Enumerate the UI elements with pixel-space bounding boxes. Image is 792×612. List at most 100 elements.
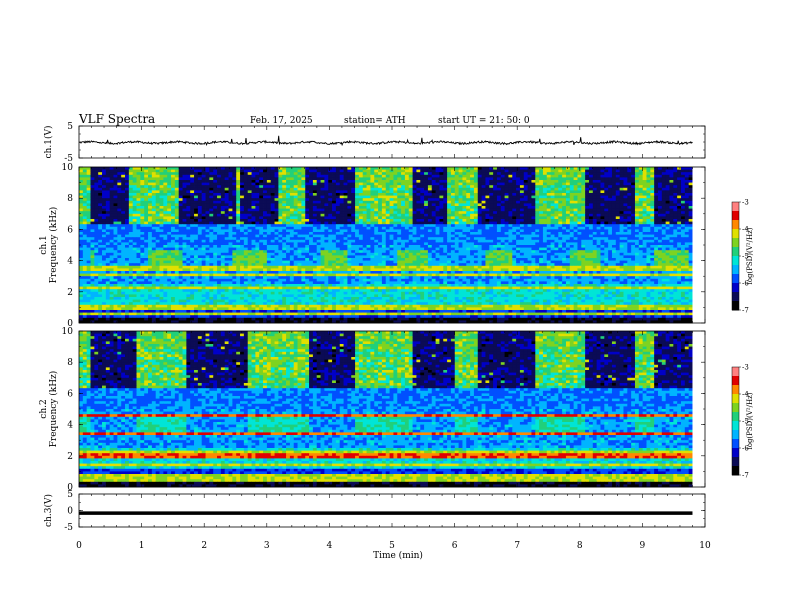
spectrogram-cell bbox=[447, 190, 452, 194]
spectrogram-cell bbox=[140, 174, 145, 178]
spectrogram-cell bbox=[657, 239, 663, 243]
spectrogram-cell bbox=[293, 226, 298, 230]
spectrogram-cell bbox=[378, 237, 383, 241]
spectrogram-cell bbox=[217, 206, 222, 209]
spectrogram-cell bbox=[370, 242, 375, 246]
spectrogram-cell bbox=[274, 195, 279, 199]
spectrogram-cell bbox=[496, 219, 502, 222]
spectrogram-cell bbox=[604, 200, 609, 204]
spectrogram-cell bbox=[631, 180, 636, 183]
spectrogram-cell bbox=[213, 198, 218, 202]
spectrogram-cell bbox=[393, 195, 398, 199]
spectrogram-cell bbox=[473, 239, 479, 243]
spectrogram-cell bbox=[600, 226, 605, 230]
spectrogram-cell bbox=[132, 203, 137, 207]
spectrogram-cell bbox=[619, 208, 624, 212]
spectrogram-cell bbox=[274, 172, 279, 176]
spectrogram-cell bbox=[358, 224, 364, 228]
spectrogram-cell bbox=[585, 224, 590, 228]
spectrogram-cell bbox=[125, 198, 130, 202]
spectrogram-cell bbox=[535, 185, 540, 189]
spectrogram-cell bbox=[431, 195, 436, 199]
spectrogram-cell bbox=[94, 245, 99, 248]
spectrogram-cell bbox=[113, 206, 118, 209]
spectrogram-cell bbox=[397, 167, 402, 170]
spectrogram-cell bbox=[527, 200, 532, 204]
spectrogram-cell bbox=[485, 208, 490, 212]
spectrogram-cell bbox=[213, 180, 218, 183]
spectrogram-cell bbox=[347, 169, 352, 173]
spectrogram-cell bbox=[224, 211, 229, 215]
spectrogram-cell bbox=[381, 185, 387, 189]
spectrogram-cell bbox=[496, 221, 502, 225]
spectrogram-cell bbox=[585, 226, 590, 230]
spectrogram-cell bbox=[684, 195, 690, 199]
spectrogram-cell bbox=[90, 190, 95, 194]
spectrogram-cell bbox=[247, 195, 252, 199]
spectrogram-cell bbox=[569, 180, 575, 183]
spectrogram-cell bbox=[347, 182, 352, 186]
spectrogram-cell bbox=[286, 208, 291, 212]
spectrogram-cell bbox=[316, 187, 321, 191]
spectrogram-cell bbox=[420, 242, 425, 246]
spectrogram-cell bbox=[102, 206, 107, 209]
spectrogram-cell bbox=[148, 221, 153, 225]
spectrogram-cell bbox=[477, 180, 482, 183]
spectrogram-cell bbox=[516, 190, 521, 194]
spectrogram-cell bbox=[144, 200, 149, 204]
spectrogram-cell bbox=[163, 232, 168, 235]
spectrogram-cell bbox=[512, 219, 517, 222]
spectrogram-cell bbox=[182, 216, 187, 220]
spectrogram-cell bbox=[677, 224, 682, 228]
spectrogram-cell bbox=[661, 239, 667, 243]
spectrogram-cell bbox=[178, 185, 183, 189]
spectrogram-cell bbox=[324, 206, 329, 209]
spectrogram-cell bbox=[113, 195, 118, 199]
spectrogram-cell bbox=[82, 216, 88, 220]
spectrogram-cell bbox=[240, 219, 245, 222]
spectrogram-cell bbox=[688, 232, 693, 235]
spectrogram-cell bbox=[562, 224, 567, 228]
spectrogram-cell bbox=[608, 226, 613, 230]
spectrogram-cell bbox=[289, 177, 295, 181]
spectrogram-cell bbox=[677, 211, 682, 215]
spectrogram-cell bbox=[401, 182, 406, 186]
spectrogram-cell bbox=[493, 187, 498, 191]
spectrogram-cell bbox=[251, 198, 256, 202]
spectrogram-cell bbox=[397, 206, 402, 209]
spectrogram-cell bbox=[121, 224, 126, 228]
spectrogram-cell bbox=[289, 226, 295, 230]
spectrogram-cell bbox=[266, 211, 272, 215]
spectrogram-cell bbox=[236, 224, 241, 228]
spectrogram-cell bbox=[293, 224, 298, 228]
spectrogram-cell bbox=[569, 221, 575, 225]
spectrogram-cell bbox=[389, 180, 394, 183]
spectrogram-cell bbox=[355, 193, 360, 196]
spectrogram-cell bbox=[470, 190, 475, 194]
spectrogram-cell bbox=[458, 224, 463, 228]
spectrogram-cell bbox=[439, 234, 444, 238]
spectrogram-cell bbox=[688, 234, 693, 238]
spectrogram-cell bbox=[435, 234, 440, 238]
spectrogram-cell bbox=[362, 177, 367, 181]
spectrogram-cell bbox=[347, 198, 352, 202]
spectrogram-cell bbox=[638, 224, 644, 228]
spectrogram-cell bbox=[638, 213, 644, 217]
spectrogram-cell bbox=[677, 193, 682, 196]
spectrogram-cell bbox=[366, 242, 371, 246]
spectrogram-cell bbox=[592, 224, 598, 228]
spectrogram-cell bbox=[443, 177, 448, 181]
spectrogram-cell bbox=[251, 182, 256, 186]
spectrogram-cell bbox=[347, 187, 352, 191]
spectrogram-cell bbox=[447, 242, 452, 246]
spectrogram-cell bbox=[270, 211, 275, 215]
spectrogram-cell bbox=[623, 174, 628, 178]
spectrogram-cell bbox=[458, 221, 463, 225]
spectrogram-cell bbox=[151, 226, 157, 230]
spectrogram-cell bbox=[650, 167, 655, 170]
spectrogram-cell bbox=[454, 187, 459, 191]
spectrogram-cell bbox=[466, 226, 471, 230]
spectrogram-cell bbox=[251, 174, 256, 178]
spectrogram-cell bbox=[140, 198, 145, 202]
spectrogram-cell bbox=[642, 234, 647, 238]
